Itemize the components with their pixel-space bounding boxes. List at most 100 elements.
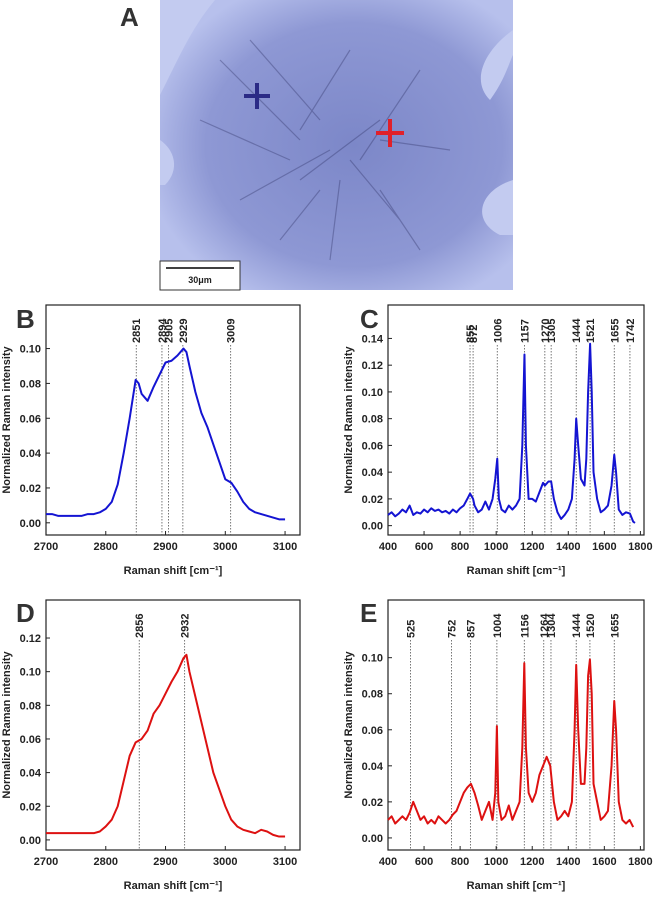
x-tick-label: 2800 [94,541,118,553]
y-axis-label: Normalized Raman intensity [343,345,355,493]
x-tick-label: 1400 [556,541,580,553]
spectrum-line [46,653,286,838]
panel-label: E [360,598,377,628]
y-tick-label: 0.06 [362,725,383,737]
panel-label: C [360,304,379,334]
background-region [482,180,513,235]
peak-label: 2856 [134,614,146,638]
y-tick-label: 0.10 [20,667,41,679]
scale-bar-label: 30μm [188,275,212,285]
y-tick-label: 0.08 [20,378,41,390]
peak-label: 2851 [131,319,143,343]
y-tick-label: 0.02 [362,494,383,506]
peak-label: 1270 [540,319,552,343]
red-cross-marker [376,119,404,147]
micrograph [160,0,513,290]
y-tick-label: 0.04 [20,768,42,780]
y-tick-label: 0.08 [20,700,41,712]
x-tick-label: 1200 [520,856,544,868]
peak-label: 1521 [585,319,597,343]
y-tick-label: 0.12 [20,633,41,645]
peak-label: 2932 [180,614,192,638]
x-tick-label: 1600 [592,541,616,553]
y-tick-label: 0.14 [362,333,384,345]
x-tick-label: 1800 [628,541,652,553]
x-tick-label: 800 [451,541,469,553]
y-axis-label: Normalized Raman intensity [1,345,13,493]
y-tick-label: 0.06 [20,734,41,746]
peak-label: 752 [446,620,458,638]
x-tick-label: 400 [379,541,397,553]
plot-frame [45,599,301,851]
peak-label: 1157 [519,319,531,343]
plot-frame [387,599,645,851]
peak-label: 2894 [157,318,169,343]
peak-label: 1444 [571,613,583,638]
peak-label: 857 [465,620,477,638]
x-tick-label: 2900 [153,856,177,868]
x-axis-label: Raman shift [cm⁻¹] [467,880,566,892]
y-tick-label: 0.10 [362,387,383,399]
x-tick-label: 800 [451,856,469,868]
spectrum-line [387,342,636,524]
y-tick-label: 0.00 [20,835,41,847]
peak-label: 1304 [546,613,558,638]
x-tick-label: 1600 [592,856,616,868]
y-tick-label: 0.02 [20,801,41,813]
peak-label: 1006 [492,319,504,343]
x-tick-label: 1400 [556,856,580,868]
peak-label: 1004 [492,613,504,638]
peak-label: 2905 [164,319,176,343]
peak-label: 1742 [625,319,637,343]
y-tick-label: 0.06 [20,413,41,425]
x-axis-label: Raman shift [cm⁻¹] [467,565,566,577]
x-tick-label: 2700 [34,856,58,868]
peak-label: 525 [406,620,418,638]
peak-label: 1444 [571,318,583,343]
panel-label: D [16,598,35,628]
peak-label: 855 [465,325,477,343]
x-tick-label: 1000 [484,541,508,553]
y-tick-label: 0.12 [362,360,383,372]
plot-frame [387,304,645,536]
y-tick-label: 0.00 [362,521,383,533]
plot-frame [45,304,301,536]
background-region [480,30,513,100]
y-tick-label: 0.10 [362,653,383,665]
x-tick-label: 3000 [213,856,237,868]
blue-cross-marker [244,83,270,109]
y-axis-label: Normalized Raman intensity [1,650,13,798]
x-tick-label: 600 [415,541,433,553]
x-tick-label: 1800 [628,856,652,868]
peak-label: 1520 [585,614,597,638]
spectrum-line [46,347,286,521]
y-tick-label: 0.04 [362,467,384,479]
peak-label: 872 [468,325,480,343]
y-tick-label: 0.06 [362,440,383,452]
x-tick-label: 2800 [94,856,118,868]
background-region [160,0,215,95]
x-tick-label: 3100 [273,541,297,553]
y-tick-label: 0.02 [362,797,383,809]
peak-label: 2929 [178,319,190,343]
y-tick-label: 0.00 [20,518,41,530]
spectrum-line [387,658,635,828]
y-axis-label: Normalized Raman intensity [343,650,355,798]
x-tick-label: 2700 [34,541,58,553]
y-tick-label: 0.04 [362,761,384,773]
y-tick-label: 0.00 [362,833,383,845]
x-tick-label: 2900 [153,541,177,553]
x-tick-label: 3000 [213,541,237,553]
y-tick-label: 0.08 [362,414,383,426]
micrograph-panel: A 30μm [120,0,513,291]
x-axis-label: Raman shift [cm⁻¹] [124,565,223,577]
y-tick-label: 0.02 [20,483,41,495]
y-tick-label: 0.08 [362,689,383,701]
texture [199,39,451,261]
x-tick-label: 1000 [484,856,508,868]
x-tick-label: 1200 [520,541,544,553]
peak-label: 1156 [519,614,531,638]
